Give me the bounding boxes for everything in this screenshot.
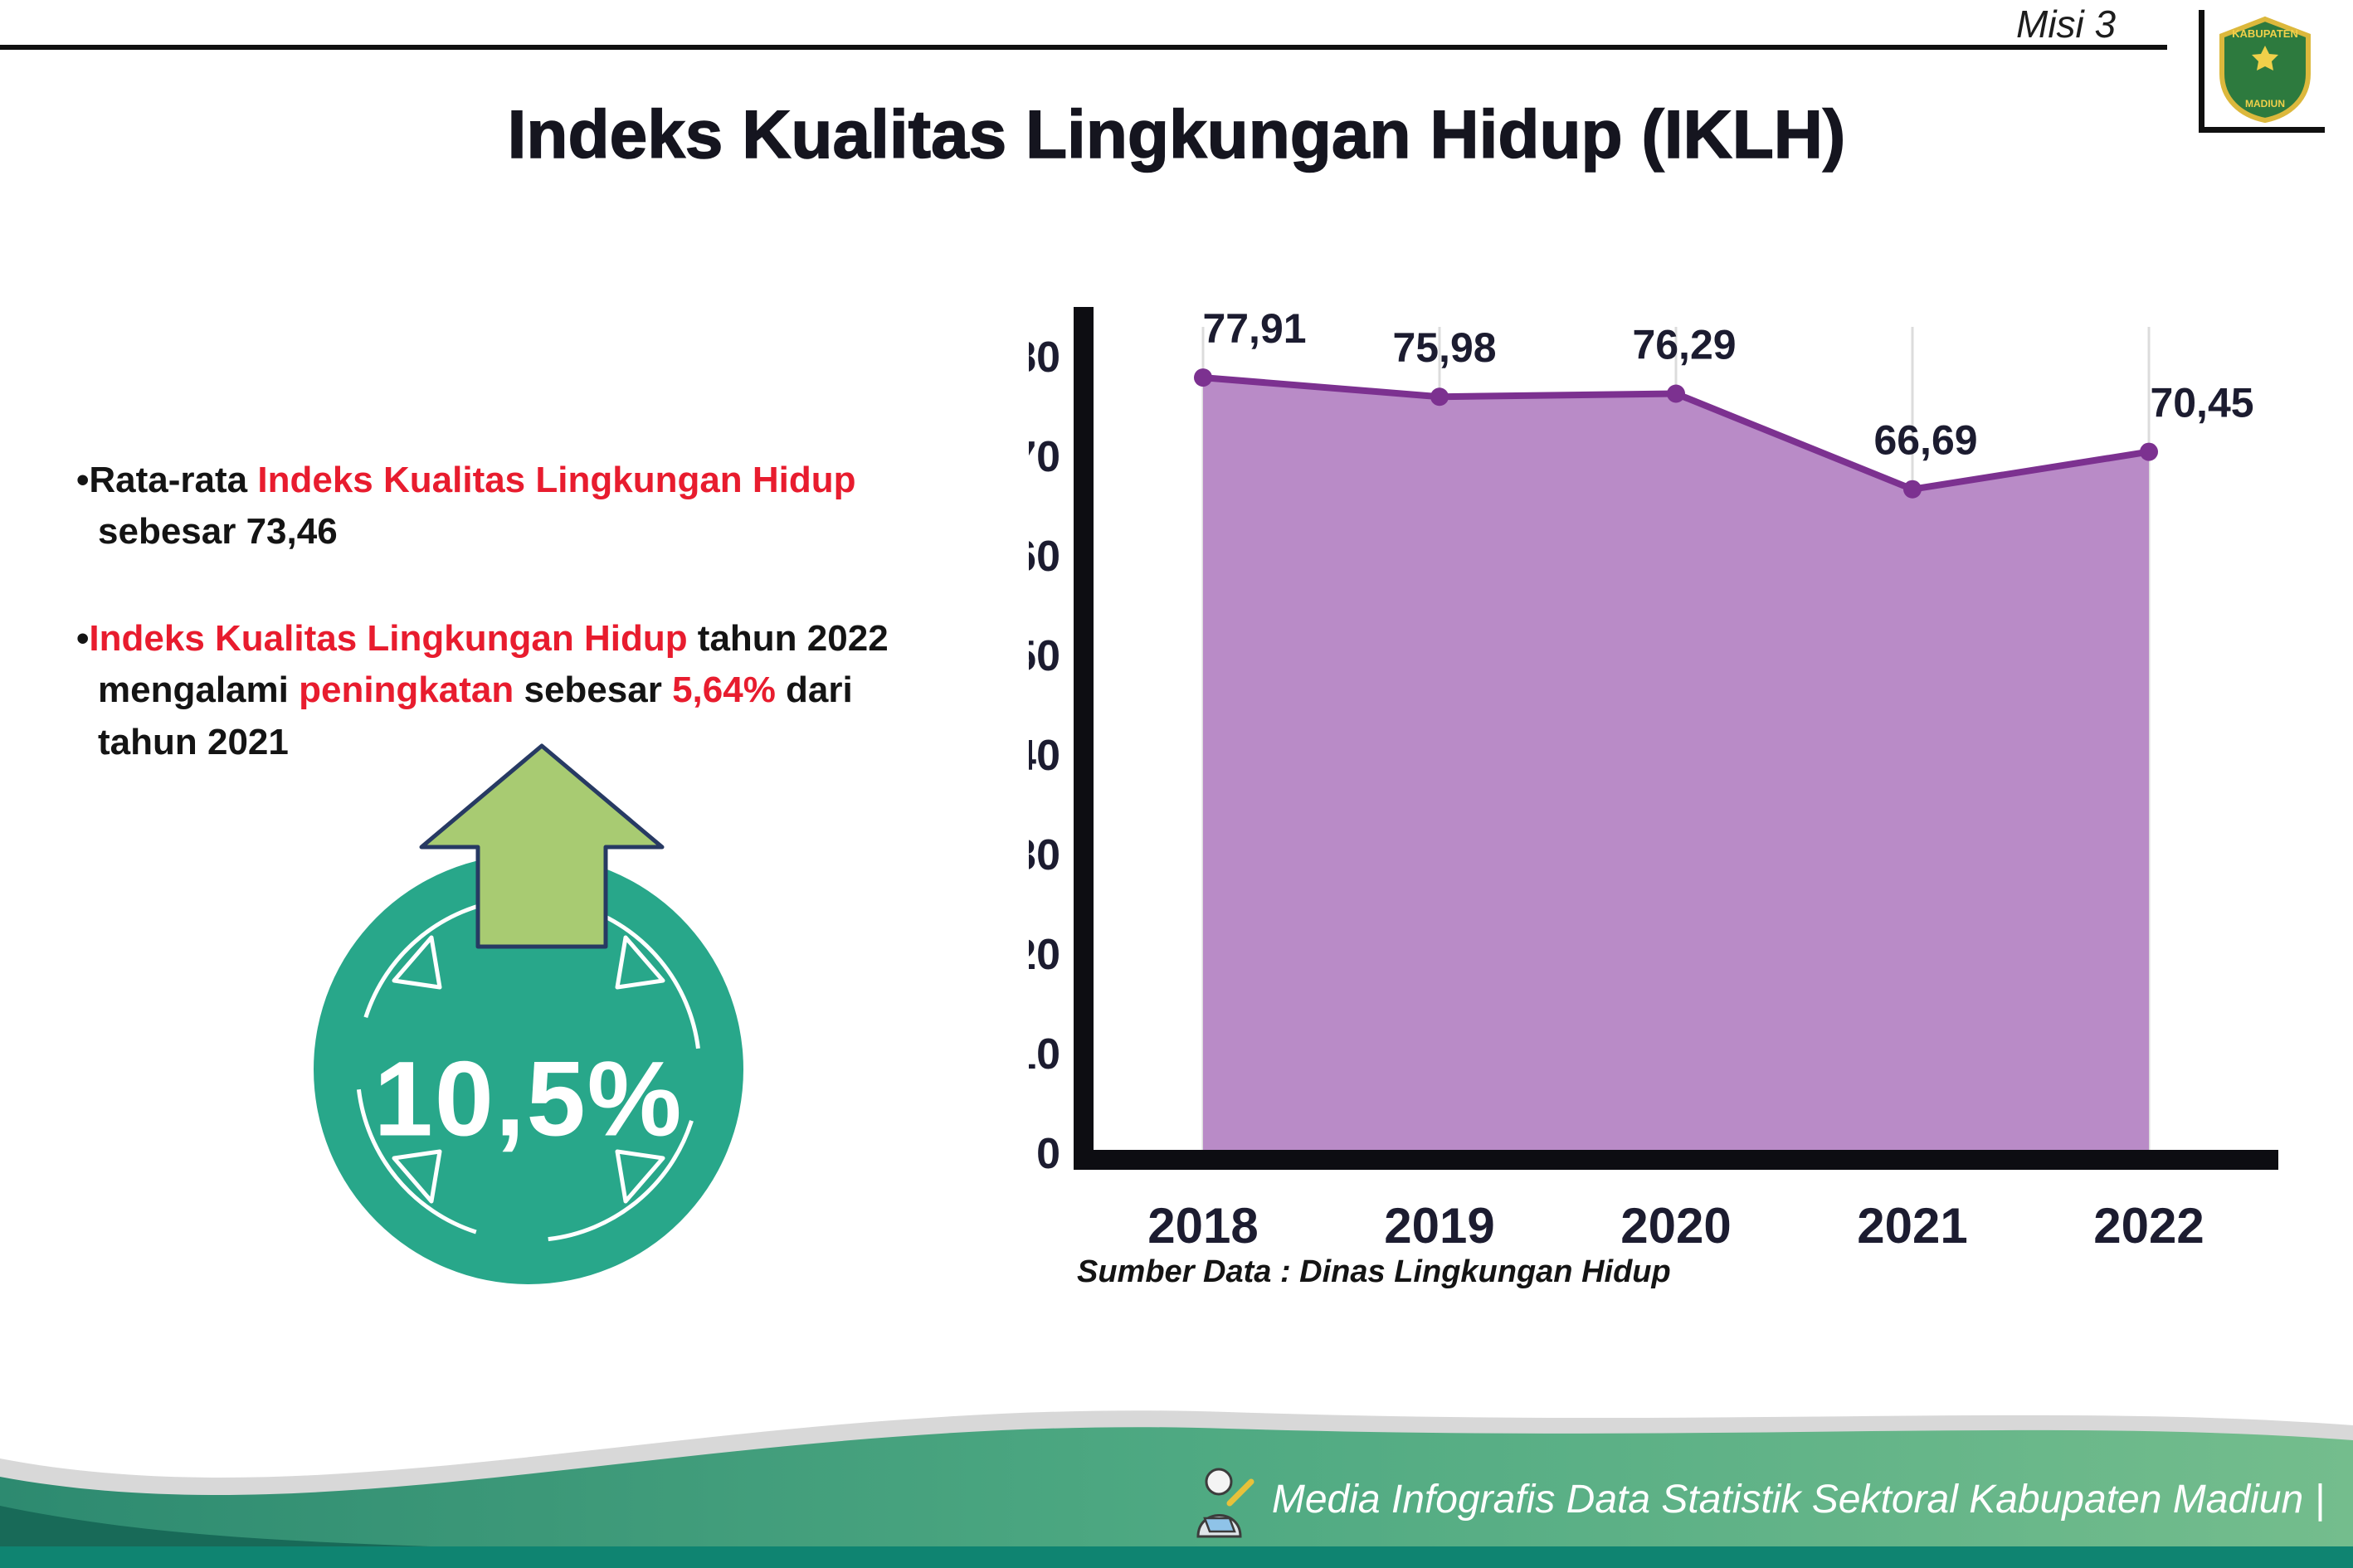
shield-shape: [2219, 16, 2311, 123]
data-source: Sumber Data : Dinas Lingkungan Hidup: [1077, 1254, 1671, 1289]
page-title: Indeks Kualitas Lingkungan Hidup (IKLH): [507, 96, 1846, 173]
bullet-text: Rata-rata Indeks Kualitas Lingkungan Hid…: [89, 460, 855, 552]
y-axis-tick: 20: [1029, 931, 1060, 979]
text-segment: dari tahun 2021: [98, 670, 853, 762]
misi-label: Misi 3: [2016, 2, 2117, 46]
text-segment: Indeks Kualitas Lingkungan Hidup: [89, 617, 688, 659]
logo-text-top: KABUPATEN: [2232, 27, 2298, 40]
text-segment: sebesar: [514, 670, 673, 711]
wave-green: [0, 1427, 2353, 1568]
footer-wave-decoration: [0, 1410, 2353, 1568]
bullet-increase-2022: •Indeks Kualitas Lingkungan Hidup tahun …: [76, 613, 943, 768]
mascot-icon: [1196, 1468, 1254, 1538]
bullet-marker: •: [76, 460, 90, 500]
y-axis-tick: 60: [1029, 533, 1060, 581]
point-label: 77,91: [1202, 305, 1306, 352]
y-axis-tick: 70: [1029, 433, 1060, 481]
footer-strip: [0, 1546, 2353, 1568]
text-segment: Indeks Kualitas Lingkungan Hidup: [257, 460, 856, 500]
up-arrow-icon: [419, 743, 665, 949]
footer-caption: Media Infografis Data Statistik Sektoral…: [1180, 1460, 2325, 1539]
x-axis-tick: 2018: [1147, 1198, 1258, 1254]
bullet-average-iklh: •Rata-rata Indeks Kualitas Lingkungan Hi…: [76, 455, 943, 558]
increase-percentage: 10,5%: [373, 1040, 684, 1159]
point-label: 76,29: [1632, 322, 1736, 368]
ring-tick-sw: [392, 1149, 442, 1204]
up-arrow-shape: [419, 743, 665, 949]
y-axis-tick: 50: [1029, 632, 1060, 680]
star-icon: [2251, 45, 2278, 71]
mascot-pencil: [1226, 1478, 1254, 1507]
iklh-area-chart: 77,91 75,98 76,29 66,69 70,45 0 10 20 30 40 50 60 70…: [1029, 305, 2278, 1254]
ring-tick-ne: [615, 935, 665, 990]
chart-point: [1667, 384, 1685, 403]
text-segment: tahun 2022 mengalami: [98, 617, 889, 711]
ring-tick-nw: [392, 935, 442, 990]
point-label: 70,45: [2150, 380, 2253, 426]
bullet-marker: •: [76, 617, 90, 659]
key-findings: •Rata-rata Indeks Kualitas Lingkungan Hi…: [76, 455, 943, 768]
text-segment: Rata-rata: [89, 460, 258, 500]
footer-caption-text: Media Infografis Data Statistik Sektoral…: [1271, 1478, 2325, 1522]
ring-tick-se: [615, 1149, 665, 1204]
kabupaten-madiun-logo: KABUPATEN MADIUN: [2199, 10, 2325, 133]
logo-text-bottom: MADIUN: [2245, 98, 2285, 110]
y-axis-line: [1074, 307, 1094, 1170]
chart-area: [1203, 377, 2149, 1150]
chart-point: [1430, 387, 1449, 407]
y-axis-tick: 10: [1029, 1030, 1060, 1079]
y-axis-tick: 30: [1029, 831, 1060, 879]
text-segment: 5,64%: [672, 670, 776, 711]
text-segment: peningkatan: [299, 670, 514, 711]
mascot-head: [1205, 1468, 1233, 1496]
header-rule: [0, 45, 2167, 50]
x-axis-tick: 2019: [1384, 1198, 1494, 1254]
x-axis-tick: 2022: [2093, 1198, 2204, 1254]
text-segment: sebesar 73,46: [98, 511, 338, 553]
x-axis-tick: 2020: [1620, 1198, 1731, 1254]
y-axis-tick: 40: [1029, 732, 1060, 780]
chart-point: [1903, 480, 1922, 499]
point-label: 75,98: [1392, 324, 1496, 371]
chart-point: [1194, 368, 1212, 387]
y-axis-tick: 80: [1029, 334, 1060, 382]
mascot-laptop: [1203, 1517, 1236, 1533]
chart-point: [2140, 442, 2158, 461]
x-axis-tick: 2021: [1857, 1198, 1967, 1254]
shield-logo-icon: KABUPATEN MADIUN: [2219, 16, 2311, 123]
bullet-text: Indeks Kualitas Lingkungan Hidup tahun 2…: [89, 618, 888, 762]
y-axis-tick: 0: [1036, 1130, 1060, 1178]
x-axis-line: [1074, 1150, 2278, 1170]
point-label: 66,69: [1873, 417, 1977, 464]
